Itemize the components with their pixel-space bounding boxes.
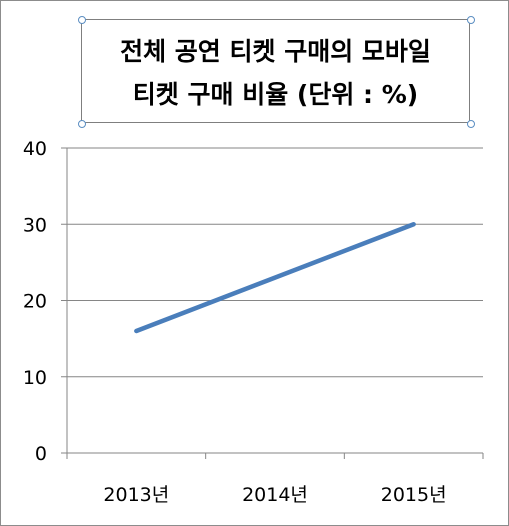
title-resize-handle-bottom-left[interactable] bbox=[78, 120, 86, 128]
y-tick-label: 30 bbox=[23, 214, 47, 236]
series-line bbox=[134, 222, 416, 334]
y-tick-label: 20 bbox=[23, 291, 47, 313]
chart-title-line-2: 티켓 구매 비율 (단위 : %) bbox=[132, 80, 419, 109]
x-tick-label: 2014년 bbox=[242, 484, 308, 506]
x-tick-label: 2013년 bbox=[103, 484, 169, 506]
title-resize-handle-top-left[interactable] bbox=[78, 16, 86, 24]
x-tick-label: 2015년 bbox=[381, 484, 447, 506]
title-resize-handle-top-right[interactable] bbox=[467, 16, 475, 24]
y-tick-label: 40 bbox=[23, 138, 47, 160]
chart-title: 전체 공연 티켓 구매의 모바일 티켓 구매 비율 (단위 : %) bbox=[82, 30, 469, 116]
y-tick-label: 10 bbox=[23, 367, 47, 389]
y-tick-label: 0 bbox=[35, 443, 47, 465]
chart-title-line-1: 전체 공연 티켓 구매의 모바일 bbox=[120, 37, 431, 66]
chart-title-box[interactable]: 전체 공연 티켓 구매의 모바일 티켓 구매 비율 (단위 : %) bbox=[81, 19, 470, 123]
title-resize-handle-bottom-right[interactable] bbox=[467, 120, 475, 128]
